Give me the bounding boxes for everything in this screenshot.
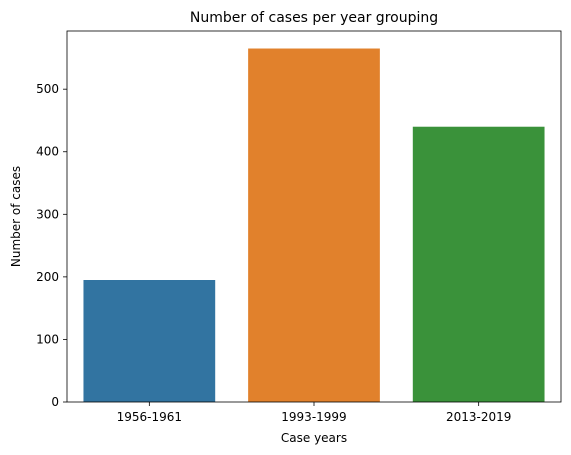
y-tick-label: 100 — [36, 332, 59, 346]
bar-1956-1961 — [83, 280, 216, 402]
chart-title: Number of cases per year grouping — [190, 10, 438, 26]
y-tick-label: 200 — [36, 270, 59, 284]
y-tick-label: 0 — [51, 395, 59, 409]
x-axis-title: Case years — [281, 431, 347, 445]
x-tick-label: 1993-1999 — [281, 410, 346, 424]
y-tick-label: 500 — [36, 82, 59, 96]
x-tick-label: 1956-1961 — [117, 410, 182, 424]
bar-1993-1999 — [248, 48, 380, 403]
plot-frame — [66, 30, 562, 403]
bars-layer — [83, 48, 545, 403]
y-axis-title: Number of cases — [9, 166, 23, 267]
y-tick-label: 400 — [36, 145, 59, 159]
y-tick-label: 300 — [36, 207, 59, 221]
x-tick-label: 2013-2019 — [446, 410, 511, 424]
ticks-layer: 1956-1961 1993-1999 2013-2019 0 100 200 300 400… — [36, 82, 511, 424]
bar-2013-2019 — [412, 126, 545, 403]
